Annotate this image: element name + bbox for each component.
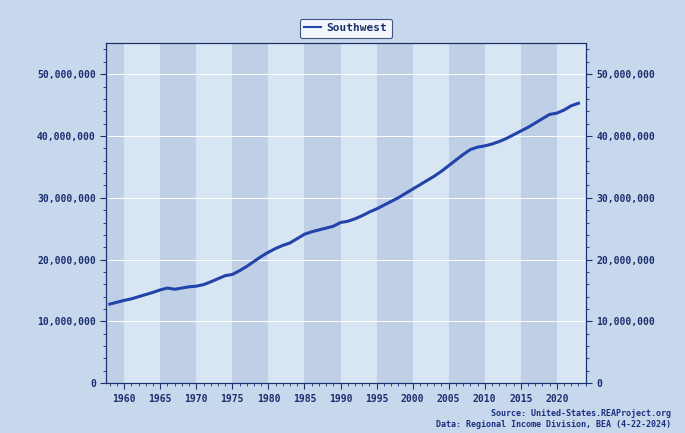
Bar [269, 43, 304, 383]
Text: Source: United-States.REAProject.org
Data: Regional Income Division, BEA (4-22-2: Source: United-States.REAProject.org Dat… [436, 409, 671, 429]
Bar [232, 43, 269, 383]
Bar [304, 43, 340, 383]
Bar [124, 43, 160, 383]
Bar [449, 43, 485, 383]
Legend: Southwest: Southwest [300, 19, 392, 38]
Bar [557, 43, 593, 383]
Bar [160, 43, 197, 383]
Bar [340, 43, 377, 383]
Bar [521, 43, 557, 383]
Bar [485, 43, 521, 383]
Bar [197, 43, 232, 383]
Bar [88, 43, 124, 383]
Bar [377, 43, 412, 383]
Bar [412, 43, 449, 383]
